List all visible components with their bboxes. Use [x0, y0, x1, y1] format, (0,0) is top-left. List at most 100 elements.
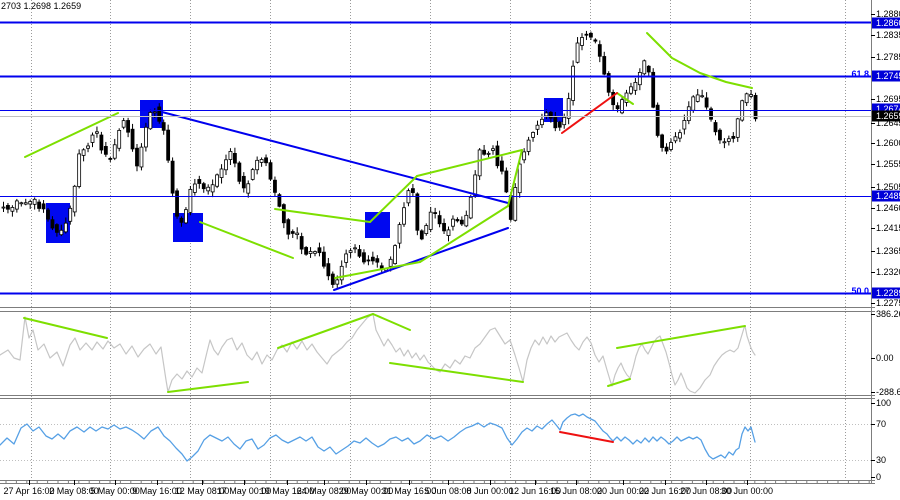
- candle: [77, 149, 82, 189]
- candle: [348, 248, 353, 258]
- indicator2-axis-label: 100: [876, 398, 891, 408]
- green-trendline-indicator[interactable]: [23, 317, 108, 339]
- candle: [433, 207, 438, 219]
- candle: [175, 188, 179, 219]
- green-trendline-indicator[interactable]: [277, 313, 374, 349]
- price-axis-label: 1.2275: [876, 298, 900, 308]
- time-axis-label: 5 May 00:00: [90, 486, 140, 496]
- candle: [419, 229, 424, 241]
- candle: [166, 124, 171, 163]
- candle: [437, 210, 442, 228]
- candle: [535, 120, 540, 135]
- price-axis-label: 1.2365: [876, 246, 900, 256]
- time-axis-label: 27 Apr 16:00: [3, 486, 54, 496]
- candle: [495, 140, 500, 169]
- price-axis-label: 1.2415: [876, 223, 900, 233]
- indicator1-axis-label: 386.2645: [876, 309, 900, 319]
- green-trend-curve[interactable]: [646, 32, 753, 89]
- candle: [259, 157, 264, 167]
- zone-rectangle[interactable]: [365, 212, 390, 238]
- candle: [308, 247, 313, 258]
- candle: [397, 222, 402, 249]
- candle: [406, 188, 411, 207]
- candle: [228, 148, 233, 165]
- candle: [32, 197, 37, 210]
- price-axis-label: 1.2880: [876, 9, 900, 19]
- blue-trendline[interactable]: [333, 227, 509, 291]
- red-trendline[interactable]: [561, 92, 618, 134]
- ohlc-readout: 2703 1.2698 1.2659: [1, 1, 82, 11]
- candle: [59, 224, 64, 237]
- green-trendline-indicator[interactable]: [616, 325, 746, 349]
- candle: [410, 183, 415, 197]
- candle: [593, 38, 598, 44]
- price-axis-label: 1.2320: [876, 267, 900, 277]
- candle: [130, 123, 135, 152]
- candle: [281, 203, 286, 229]
- zone-rectangle[interactable]: [173, 213, 203, 242]
- level-price-tag: [872, 190, 900, 202]
- green-trendline[interactable]: [616, 92, 634, 105]
- indicator1-axis-label: 0.00: [876, 353, 894, 363]
- price-axis-label: 1.2600: [876, 138, 900, 148]
- candles-group: [1, 30, 758, 288]
- green-trendline-indicator[interactable]: [167, 381, 249, 393]
- candle: [504, 167, 509, 194]
- time-axis-label: 17 May 00:00: [217, 486, 272, 496]
- candle: [201, 181, 206, 193]
- horizontal-price-lines[interactable]: 61.8 50.0: [0, 21, 871, 297]
- candle: [55, 223, 59, 237]
- panel-borders: [0, 0, 875, 484]
- candle: [326, 257, 331, 281]
- rsi-line: [0, 413, 756, 462]
- candle: [522, 148, 527, 164]
- candle: [99, 131, 104, 154]
- time-axis-label: 29 May 00:00: [339, 486, 394, 496]
- indicator1-axis-label: -288.682: [876, 387, 900, 397]
- green-trendline-indicator[interactable]: [372, 313, 411, 331]
- candle: [264, 154, 268, 167]
- candle: [735, 117, 740, 142]
- green-trendline[interactable]: [416, 149, 523, 177]
- candle: [63, 217, 68, 234]
- green-trendline[interactable]: [334, 261, 421, 279]
- candle: [749, 90, 753, 99]
- candle: [553, 111, 558, 132]
- green-trendline-indicator[interactable]: [607, 378, 631, 387]
- green-trendline-indicator[interactable]: [389, 362, 524, 383]
- candle: [148, 109, 153, 130]
- blue-trendline[interactable]: [161, 111, 509, 204]
- level-price-tag: [872, 17, 900, 29]
- candle: [344, 249, 349, 268]
- candle: [544, 109, 549, 120]
- cci-line: [0, 313, 756, 394]
- candle: [50, 216, 55, 231]
- trendlines-main[interactable]: [24, 32, 753, 291]
- candle: [455, 217, 460, 223]
- candle: [637, 68, 642, 91]
- time-axis-label: 15 Jun 08:00: [550, 486, 602, 496]
- candle: [651, 68, 656, 109]
- current-price-tag: [872, 110, 900, 122]
- indicator2-axis-label: 30: [876, 455, 886, 465]
- candle: [126, 117, 130, 138]
- candle: [526, 136, 531, 156]
- price-axis-label: 1.2860: [876, 18, 900, 28]
- green-trendline[interactable]: [419, 205, 509, 263]
- green-trendline[interactable]: [274, 208, 371, 223]
- green-trendline[interactable]: [199, 221, 294, 259]
- candle: [68, 205, 73, 225]
- green-trendline[interactable]: [507, 149, 523, 207]
- candle: [273, 176, 277, 197]
- fib-level-label: 50.0: [851, 286, 869, 296]
- candle: [424, 223, 429, 236]
- candle: [179, 216, 184, 227]
- candle: [589, 31, 593, 40]
- green-trendline[interactable]: [369, 175, 418, 223]
- green-trendline[interactable]: [24, 112, 119, 158]
- candle: [486, 151, 491, 158]
- candle: [170, 157, 175, 198]
- red-trendline-indicator[interactable]: [559, 431, 614, 443]
- indicator2-rsi: [0, 413, 756, 462]
